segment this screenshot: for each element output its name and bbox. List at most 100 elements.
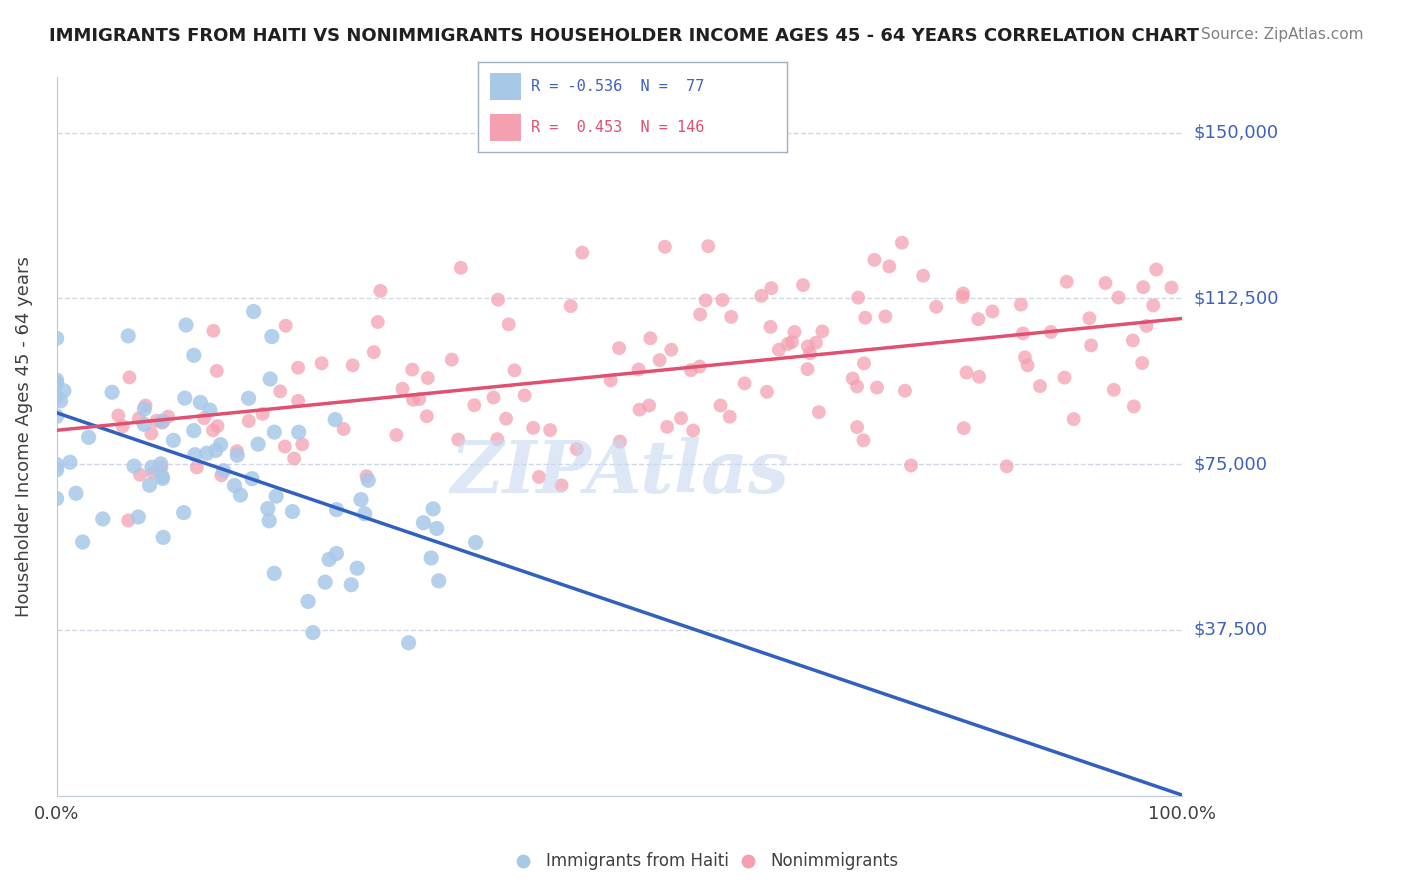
Point: [981, 304, 1004, 318]
Point: [287, 393, 309, 408]
Point: [697, 239, 720, 253]
Point: [1130, 356, 1153, 370]
Point: [198, 403, 221, 417]
Bar: [491, 114, 522, 141]
Point: [134, 417, 156, 432]
Point: [332, 422, 354, 436]
Point: [655, 420, 678, 434]
Point: [263, 425, 285, 439]
Point: [274, 318, 297, 333]
Point: [117, 514, 139, 528]
Point: [749, 289, 772, 303]
Point: [263, 566, 285, 581]
Point: [894, 384, 917, 398]
Point: [174, 318, 197, 332]
Point: [142, 466, 165, 480]
Point: [1053, 370, 1076, 384]
Point: [952, 421, 974, 435]
Point: [846, 291, 869, 305]
Point: [111, 419, 134, 434]
Point: [269, 384, 291, 399]
Point: [967, 312, 990, 326]
Point: [247, 437, 270, 451]
Point: [122, 459, 145, 474]
Point: [1056, 275, 1078, 289]
Point: [45, 390, 67, 404]
Text: $37,500: $37,500: [1194, 621, 1268, 639]
Point: [412, 516, 434, 530]
Point: [450, 260, 472, 275]
Point: [257, 501, 280, 516]
Point: [107, 409, 129, 423]
Point: [229, 488, 252, 502]
Point: [363, 345, 385, 359]
Point: [1080, 338, 1102, 352]
Point: [353, 507, 375, 521]
Point: [416, 371, 439, 385]
Point: [1102, 383, 1125, 397]
Point: [1029, 379, 1052, 393]
Point: [59, 455, 82, 469]
Point: [1078, 311, 1101, 326]
Point: [77, 430, 100, 444]
Point: [162, 434, 184, 448]
Point: [302, 625, 325, 640]
Point: [152, 530, 174, 544]
Point: [257, 514, 280, 528]
Point: [367, 315, 389, 329]
Point: [134, 399, 156, 413]
Point: [408, 392, 430, 406]
Point: [152, 414, 174, 428]
Point: [503, 363, 526, 377]
Point: [482, 391, 505, 405]
Point: [804, 335, 827, 350]
Text: Source: ZipAtlas.com: Source: ZipAtlas.com: [1201, 27, 1364, 42]
Text: Immigrants from Haiti: Immigrants from Haiti: [546, 852, 728, 870]
Point: [224, 478, 246, 492]
Point: [1017, 359, 1039, 373]
Point: [768, 343, 790, 357]
Point: [1122, 334, 1144, 348]
Point: [659, 343, 682, 357]
Text: $150,000: $150,000: [1194, 124, 1278, 142]
Point: [427, 574, 450, 588]
Point: [711, 293, 734, 307]
Point: [45, 458, 67, 472]
Point: [447, 433, 470, 447]
Point: [463, 398, 485, 412]
Point: [157, 409, 180, 424]
Point: [853, 310, 876, 325]
Point: [628, 402, 651, 417]
Point: [128, 411, 150, 425]
Point: [797, 339, 820, 353]
Point: [346, 561, 368, 575]
Point: [212, 464, 235, 478]
Point: [955, 366, 977, 380]
Point: [318, 552, 340, 566]
Point: [45, 409, 67, 424]
Point: [264, 489, 287, 503]
Point: [49, 393, 72, 408]
Point: [607, 341, 630, 355]
Point: [1107, 291, 1129, 305]
Point: [314, 575, 336, 590]
Point: [401, 362, 423, 376]
Point: [52, 384, 75, 398]
Point: [1144, 262, 1167, 277]
Point: [356, 469, 378, 483]
Point: [426, 521, 449, 535]
Point: [150, 460, 173, 475]
Point: [402, 392, 425, 407]
Point: [863, 252, 886, 267]
Point: [464, 535, 486, 549]
Text: $112,500: $112,500: [1194, 290, 1279, 308]
Point: [718, 409, 741, 424]
Point: [45, 463, 67, 477]
Point: [776, 337, 799, 351]
Point: [1040, 325, 1063, 339]
Point: [173, 506, 195, 520]
Point: [184, 448, 207, 462]
Point: [150, 469, 173, 483]
Point: [875, 310, 897, 324]
Point: [357, 473, 380, 487]
